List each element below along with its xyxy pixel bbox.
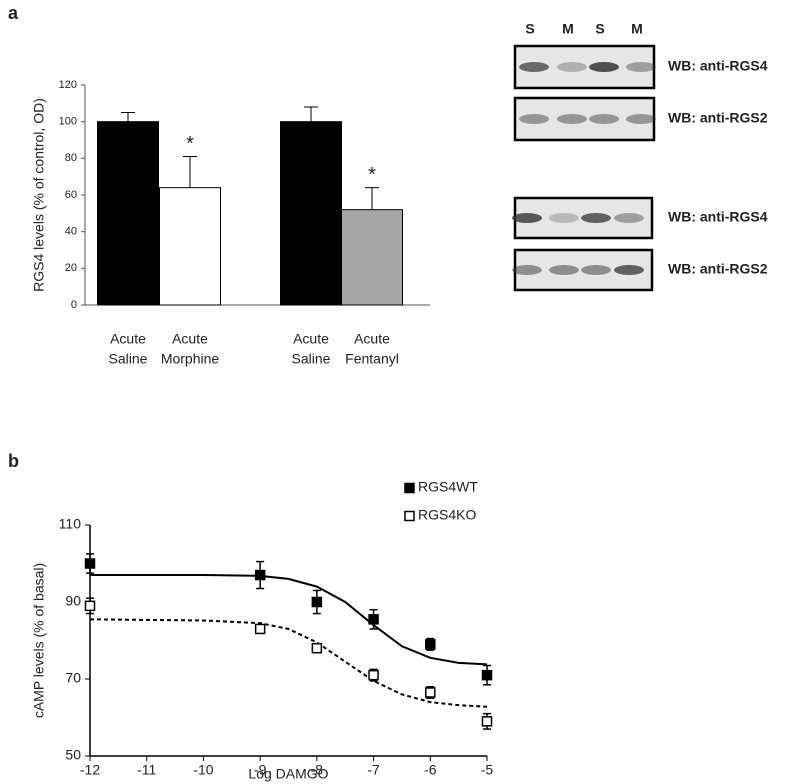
- x-tick-label: Acute: [354, 331, 390, 347]
- x-tick-label: Morphine: [161, 351, 220, 367]
- data-point: [311, 596, 323, 608]
- legend-marker: [404, 510, 415, 522]
- x-axis-label: Log DAMGO: [248, 766, 328, 782]
- blot-band: [626, 114, 656, 124]
- blot-label: WB: anti-RGS4: [668, 58, 768, 74]
- y-tick-label: 90: [65, 593, 81, 609]
- y-tick-label: 20: [65, 262, 77, 274]
- legend-label: RGS4KO: [418, 507, 476, 523]
- blot-band: [549, 213, 579, 223]
- y-axis-label: cAMP levels (% of basal): [31, 563, 47, 718]
- bar: [97, 121, 159, 306]
- data-point: [481, 716, 493, 727]
- blot-band: [581, 213, 611, 223]
- blot-band: [557, 114, 587, 124]
- x-tick-label: -12: [80, 762, 100, 778]
- x-tick-label: Acute: [110, 331, 146, 347]
- blot-band: [512, 265, 542, 275]
- blot-band: [512, 213, 542, 223]
- bar: [341, 209, 403, 306]
- blot-band: [614, 213, 644, 223]
- blot-label: WB: anti-RGS4: [668, 209, 768, 225]
- x-tick-label: Saline: [292, 351, 331, 367]
- y-tick-label: 0: [71, 299, 77, 311]
- y-tick-label: 60: [65, 189, 77, 201]
- data-point: [425, 639, 436, 650]
- lane-label: M: [631, 21, 643, 37]
- blot-band: [549, 265, 579, 275]
- blot-band: [519, 62, 549, 72]
- x-tick-label: -6: [424, 762, 437, 778]
- bar: [280, 121, 342, 306]
- x-tick-label: Acute: [293, 331, 329, 347]
- blot-band: [589, 114, 619, 124]
- legend-marker: [404, 482, 415, 494]
- lane-label: S: [525, 21, 534, 37]
- data-point: [368, 669, 379, 681]
- lane-label: M: [562, 21, 574, 37]
- data-point: [481, 669, 493, 681]
- panel-label: a: [8, 3, 19, 23]
- lane-label: S: [595, 21, 604, 37]
- blot-label: WB: anti-RGS2: [668, 261, 768, 277]
- y-axis-label: RGS4 levels (% of control, OD): [31, 98, 47, 292]
- x-tick-label: -9: [254, 762, 267, 778]
- panel-label: b: [8, 451, 19, 471]
- blot-band: [626, 62, 656, 72]
- y-tick-label: 120: [59, 79, 77, 91]
- y-tick-label: 110: [59, 516, 82, 532]
- data-point: [84, 558, 96, 569]
- x-tick-label: Acute: [172, 331, 208, 347]
- blot-band: [581, 265, 611, 275]
- x-tick-label: -7: [367, 762, 380, 778]
- data-point: [84, 600, 96, 612]
- x-tick-label: -5: [481, 762, 494, 778]
- blot-band: [589, 62, 619, 72]
- data-point: [254, 623, 266, 635]
- data-point: [254, 569, 266, 581]
- legend-label: RGS4WT: [418, 479, 478, 495]
- data-point: [368, 614, 379, 625]
- bar: [159, 187, 221, 306]
- x-tick-label: -10: [193, 762, 213, 778]
- x-tick-label: -8: [311, 762, 324, 778]
- blot-band: [519, 114, 549, 124]
- x-tick-label: -11: [137, 762, 156, 778]
- y-tick-label: 50: [65, 747, 81, 763]
- fit-curve: [90, 574, 488, 666]
- y-tick-label: 100: [59, 116, 77, 128]
- significance-marker: *: [368, 164, 376, 186]
- y-tick-label: 70: [65, 670, 81, 686]
- blot-band: [614, 265, 644, 275]
- y-tick-label: 80: [65, 152, 77, 164]
- data-point: [311, 642, 323, 654]
- x-tick-label: Saline: [109, 351, 148, 367]
- blot-band: [557, 62, 587, 72]
- x-tick-label: Fentanyl: [345, 351, 399, 367]
- blot-label: WB: anti-RGS2: [668, 110, 768, 126]
- data-point: [425, 687, 436, 698]
- significance-marker: *: [186, 133, 194, 155]
- blot-image: [513, 96, 656, 142]
- y-tick-label: 40: [65, 226, 77, 238]
